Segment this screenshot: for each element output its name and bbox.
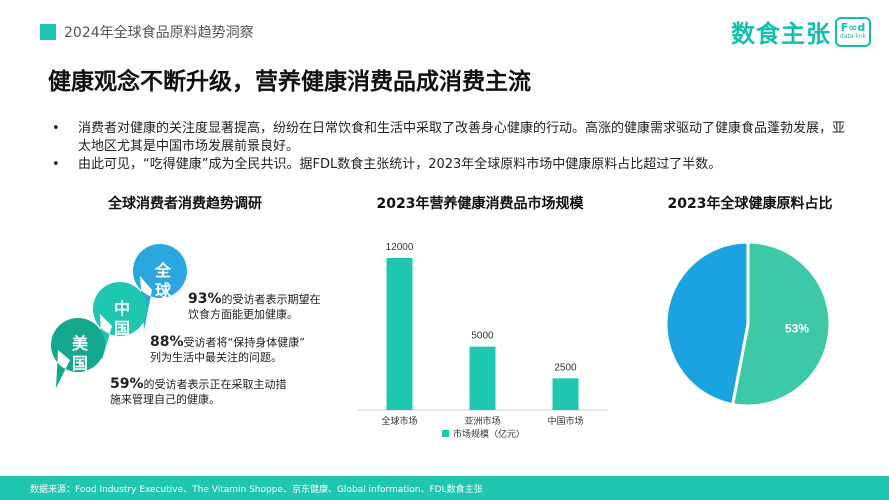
bullet-item: • 由此可见，“吃得健康”成为全民共识。据FDL数食主张统计，2023年全球原料…: [52, 156, 852, 174]
bubble-usa-label: 美国: [69, 335, 88, 375]
bar-category-label: 全球市场: [381, 415, 417, 427]
bubble-china-shape: [92, 282, 147, 360]
bar-legend-swatch: [442, 430, 449, 437]
bullet-text: 消费者对健康的关注度显著提高，纷纷在日常饮食和生活中采取了改善身心健康的行动。高…: [78, 121, 846, 154]
bar-2: [552, 378, 579, 410]
bubble-usa-shape: [50, 318, 105, 388]
brand-logo-text: 数食主张: [731, 20, 831, 48]
stat-text-line2: 列为生活中最关注的问题。: [150, 351, 282, 364]
pie-slice-1: [664, 240, 750, 407]
stat-text-line1: 的受访者表示正在采取主动措: [143, 378, 287, 391]
pie-slice-0: [730, 240, 832, 408]
health-share-pie-chart: 53%: [664, 240, 832, 408]
survey-stat-china: 88%受访者将“保持身体健康” 列为生活中最关注的问题。: [150, 335, 305, 365]
survey-bubbles-graphic: [50, 244, 187, 388]
survey-section-title: 全球消费者消费趋势调研: [108, 196, 262, 212]
brand-logo-badge: F∞d data link: [835, 16, 871, 47]
stat-text-line1: 的受访者表示期望在: [221, 293, 321, 306]
bullet-marker: •: [52, 121, 60, 136]
survey-stat-usa: 59%的受访者表示正在采取主动措 施来管理自己的健康。: [110, 377, 287, 407]
brand-logo: 数食主张 F∞d data link: [731, 14, 871, 49]
footer-bar: 数据来源：Food Industry Executive、The Vitamin…: [0, 476, 889, 500]
bullet-list: • 消费者对健康的关注度显著提高，纷纷在日常饮食和生活中采取了改善身心健康的行动…: [52, 120, 852, 174]
stat-text-line2: 施来管理自己的健康。: [110, 393, 220, 406]
brand-logo-badge-top: F∞d: [840, 21, 866, 34]
stat-percent: 88%: [150, 334, 184, 350]
bar-data-label: 12000: [386, 242, 414, 253]
bubble-global-label: 全球: [152, 262, 171, 302]
survey-stat-global: 93%的受访者表示期望在 饮食方面能更加健康。: [188, 292, 321, 322]
header-section-title: 2024年全球食品原料趋势洞察: [64, 25, 254, 41]
bar-0: [386, 258, 413, 410]
bar-category-label: 中国市场: [547, 415, 583, 427]
brand-logo-badge-bottom: data link: [839, 33, 867, 40]
bullet-marker: •: [52, 157, 60, 172]
stat-text-line1: 受访者将“保持身体健康”: [183, 336, 305, 349]
bar-category-label: 亚洲市场: [464, 415, 500, 427]
stat-percent: 59%: [110, 376, 144, 392]
pie-slice-label: 53%: [785, 322, 809, 336]
share-section-title: 2023年全球健康原料占比: [667, 196, 833, 212]
bar-data-label: 5000: [471, 331, 494, 342]
bubble-china-label: 中国: [111, 300, 130, 340]
footer-source-text: 数据来源：Food Industry Executive、The Vitamin…: [30, 485, 483, 495]
market-section-title: 2023年营养健康消费品市场规模: [376, 196, 584, 212]
bullet-item: • 消费者对健康的关注度显著提高，纷纷在日常饮食和生活中采取了改善身心健康的行动…: [52, 120, 852, 156]
header-accent-square: [40, 24, 56, 40]
bullet-text: 由此可见，“吃得健康”成为全民共识。据FDL数食主张统计，2023年全球原料市场…: [78, 157, 722, 172]
stat-text-line2: 饮食方面能更加健康。: [188, 308, 298, 321]
bar-1: [469, 346, 496, 410]
bar-data-label: 2500: [554, 362, 577, 373]
stat-percent: 93%: [188, 291, 222, 307]
page-title: 健康观念不断升级，营养健康消费品成消费主流: [48, 69, 531, 95]
bar-legend-label: 市场规模（亿元）: [453, 428, 525, 440]
